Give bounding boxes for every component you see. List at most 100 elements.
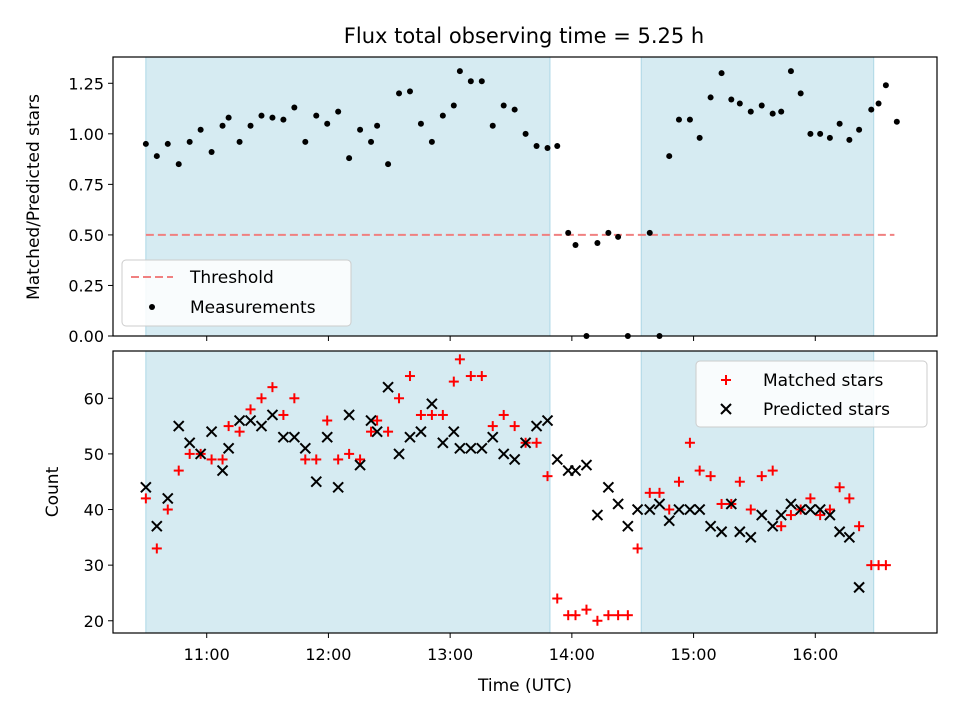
predicted-point-57 [734,526,746,538]
predicted-point-35 [508,453,521,466]
predicted-point-0-b [140,481,152,493]
predicted-point-33 [487,431,499,443]
predicted-point-32-b [476,442,488,455]
measurement-point-15 [302,138,309,145]
chart-title: Flux total observing time = 5.25 h [344,24,704,48]
matched-point-24 [394,393,405,404]
predicted-point-16-b [310,476,322,488]
matched-point-1 [151,543,162,554]
matched-point-64 [805,493,816,504]
matched-point-51 [673,476,684,487]
predicted-point-24 [393,448,405,460]
top-y-axis-label: Matched/Predicted stars [24,94,44,300]
predicted-point-6 [205,425,218,438]
predicted-point-45-b [612,498,624,510]
predicted-point-28 [437,437,449,449]
matched-point-33 [487,421,498,432]
bottom-panel-frame [112,350,938,634]
measurement-point-11 [258,112,265,119]
measurement-point-8 [225,114,232,121]
measurement-point-28 [439,112,446,119]
predicted-point-41 [569,464,582,477]
predicted-point-36 [519,437,532,449]
matched-point-46 [622,610,633,621]
predicted-point-1 [151,520,163,532]
matched-point-42 [581,604,592,615]
predicted-point-37 [530,420,543,432]
predicted-point-59 [756,509,768,521]
measurement-point-55 [728,96,735,103]
measurement-point-0 [142,140,149,147]
measurement-point-19 [346,155,353,162]
predicted-point-60-b [766,520,779,532]
bottom-y-tick-label-0: 20 [84,612,104,631]
predicted-point-67 [833,526,846,538]
matched-point-0 [140,493,151,504]
predicted-point-53 [693,503,706,516]
predicted-point-67-b [833,526,846,538]
predicted-point-21-b [365,414,377,427]
predicted-point-53-b [693,503,706,516]
measurement-point-44 [605,229,612,236]
predicted-point-8 [222,442,235,455]
matched-point-11 [256,393,267,404]
predicted-point-60 [766,520,779,532]
measurement-point-53 [707,94,714,101]
predicted-point-17 [321,431,333,443]
predicted-point-10-b [244,414,257,427]
predicted-point-52-b [684,503,696,516]
measurement-point-9 [236,138,243,145]
matched-point-29 [448,376,459,387]
predicted-point-48 [644,503,656,516]
matched-point-49 [654,487,665,498]
predicted-point-54 [704,520,717,532]
measurement-point-68 [856,126,863,133]
top-y-tick-label-3: 0.75 [68,175,104,194]
predicted-point-49-b [653,498,666,510]
predicted-point-38-b [541,414,554,427]
predicted-point-62 [785,498,797,510]
predicted-point-24-b [393,448,405,460]
predicted-point-47-b [631,503,644,516]
predicted-point-61 [775,509,787,521]
x-tick-label-5: 16:00 [792,645,838,664]
measurement-point-50 [675,116,682,123]
measurement-point-57 [747,108,754,115]
measurement-point-24 [396,90,403,97]
matched-point-37 [531,437,542,448]
measurement-point-59 [769,110,776,117]
matched-point-69 [854,521,865,532]
predicted-point-68 [843,531,856,544]
predicted-point-22 [371,425,383,438]
matched-point-28 [437,409,448,420]
bottom-panel: 20 30 40 50 60 11:00 12:00 13:00 14:00 15:00 16:0… [43,350,938,696]
predicted-point-7 [216,464,229,477]
predicted-point-51 [673,503,685,516]
matched-point-66 [824,504,835,515]
predicted-point-14 [288,431,301,443]
matched-point-59 [756,471,767,482]
matched-point-41 [570,610,581,621]
measurement-point-61 [787,68,794,75]
matched-point-13 [278,409,289,420]
predicted-point-6-b [205,425,218,438]
predicted-point-7-b [216,464,229,477]
predicted-point-59-b [756,509,768,521]
top-panel: 0.00 0.25 0.50 0.75 1.00 1.25 Matched/Predict… [24,56,938,346]
measurement-point-71 [882,82,889,89]
matched-point-17 [322,415,333,426]
x-tick-label-4: 15:00 [671,645,717,664]
predicted-point-29-b [448,425,460,438]
matched-point-58 [745,504,756,515]
measurement-point-14 [291,104,298,111]
predicted-point-55 [715,526,728,538]
measurement-point-2 [164,140,171,147]
predicted-point-34-b [497,448,510,460]
legend-matched-swatch [721,375,731,385]
matched-point-45 [613,610,624,621]
bottom-y-tick-label-2: 40 [84,501,104,520]
matched-point-67 [834,482,845,493]
legend-matched-label: Matched stars [763,371,883,391]
matched-point-57 [734,476,745,487]
